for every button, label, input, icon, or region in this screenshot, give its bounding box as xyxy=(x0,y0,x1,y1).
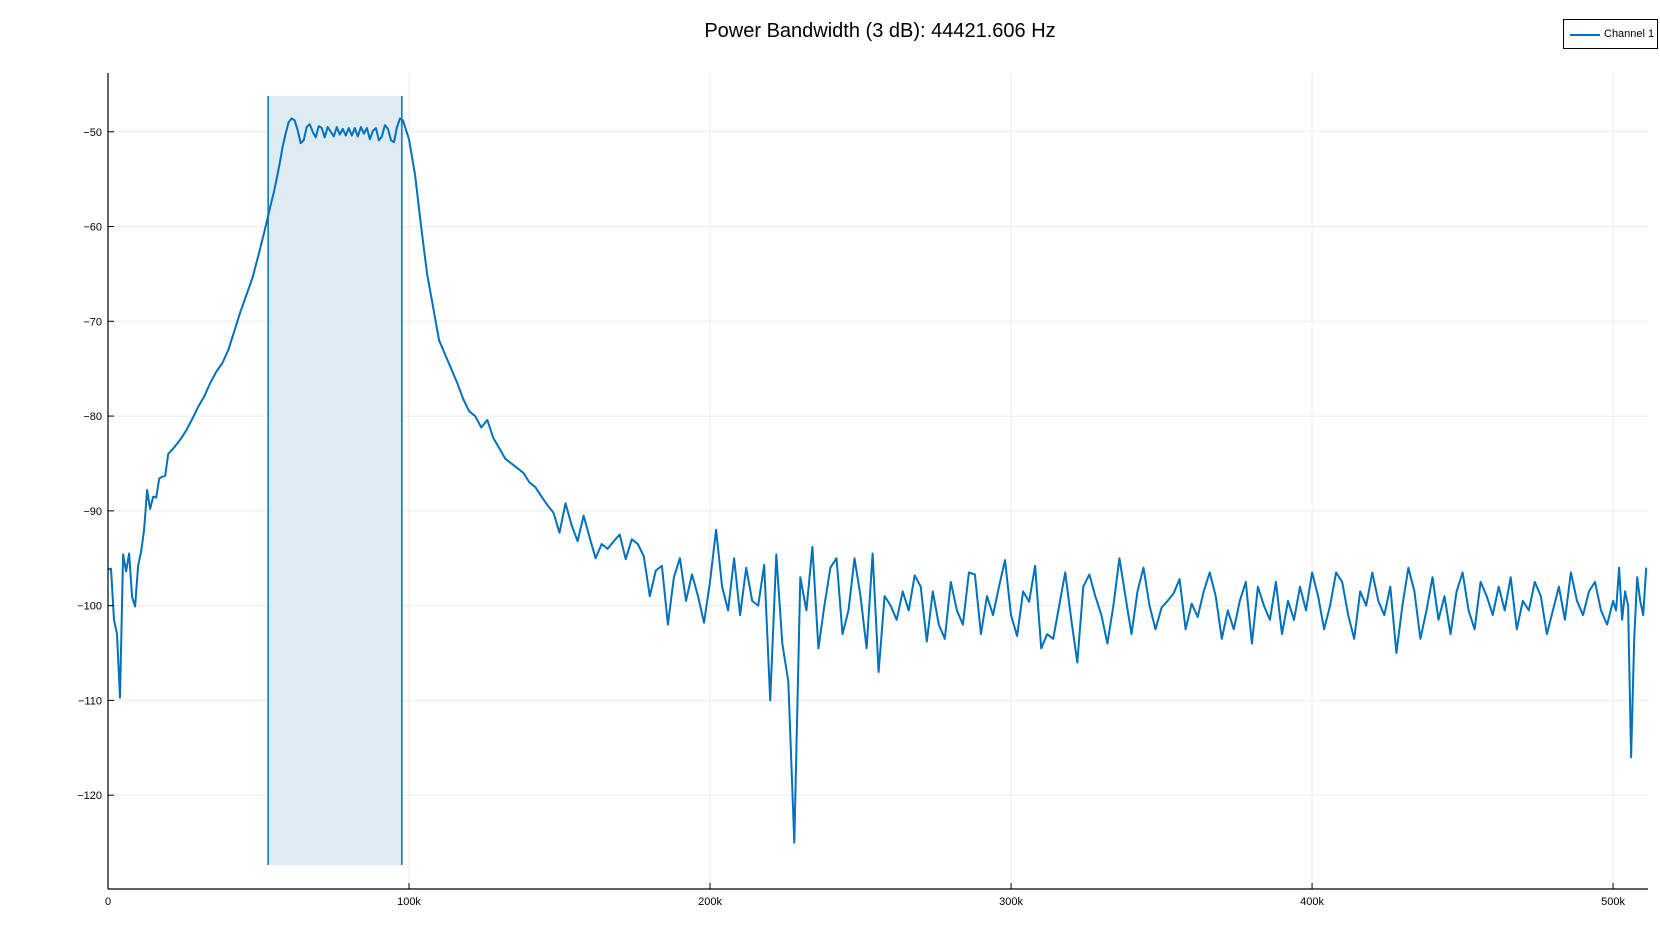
legend: Channel 1 xyxy=(1563,19,1658,49)
y-tick-label: −60 xyxy=(83,222,102,234)
y-axis-ticks: −50 −60 −70 −80 −90 −100 −110 −120 xyxy=(77,127,114,802)
legend-swatch-channel-1 xyxy=(1570,34,1600,36)
y-tick-label: −80 xyxy=(83,411,102,423)
x-tick-label: 200k xyxy=(698,896,722,908)
x-axis-ticks: 0 100k 200k 300k 400k 500k xyxy=(105,883,1626,908)
series-line-channel-1 xyxy=(107,117,1648,844)
x-tick-label: 400k xyxy=(1300,896,1324,908)
y-tick-label: −100 xyxy=(77,601,102,613)
y-tick-label: −110 xyxy=(78,695,102,707)
legend-label-channel-1: Channel 1 xyxy=(1604,28,1655,40)
y-tick-label: −70 xyxy=(83,316,102,328)
x-tick-label: 300k xyxy=(999,896,1023,908)
x-tick-label: 100k xyxy=(397,896,421,908)
y-tick-label: −90 xyxy=(83,506,102,518)
y-tick-label: −50 xyxy=(83,127,102,139)
y-tick-label: −120 xyxy=(77,790,102,802)
axes xyxy=(107,73,1648,890)
chart-title: Power Bandwidth (3 dB): 44421.606 Hz xyxy=(704,20,1056,42)
x-tick-label: 0 xyxy=(105,896,111,908)
bandwidth-region xyxy=(268,96,402,865)
x-tick-label: 500k xyxy=(1601,896,1625,908)
